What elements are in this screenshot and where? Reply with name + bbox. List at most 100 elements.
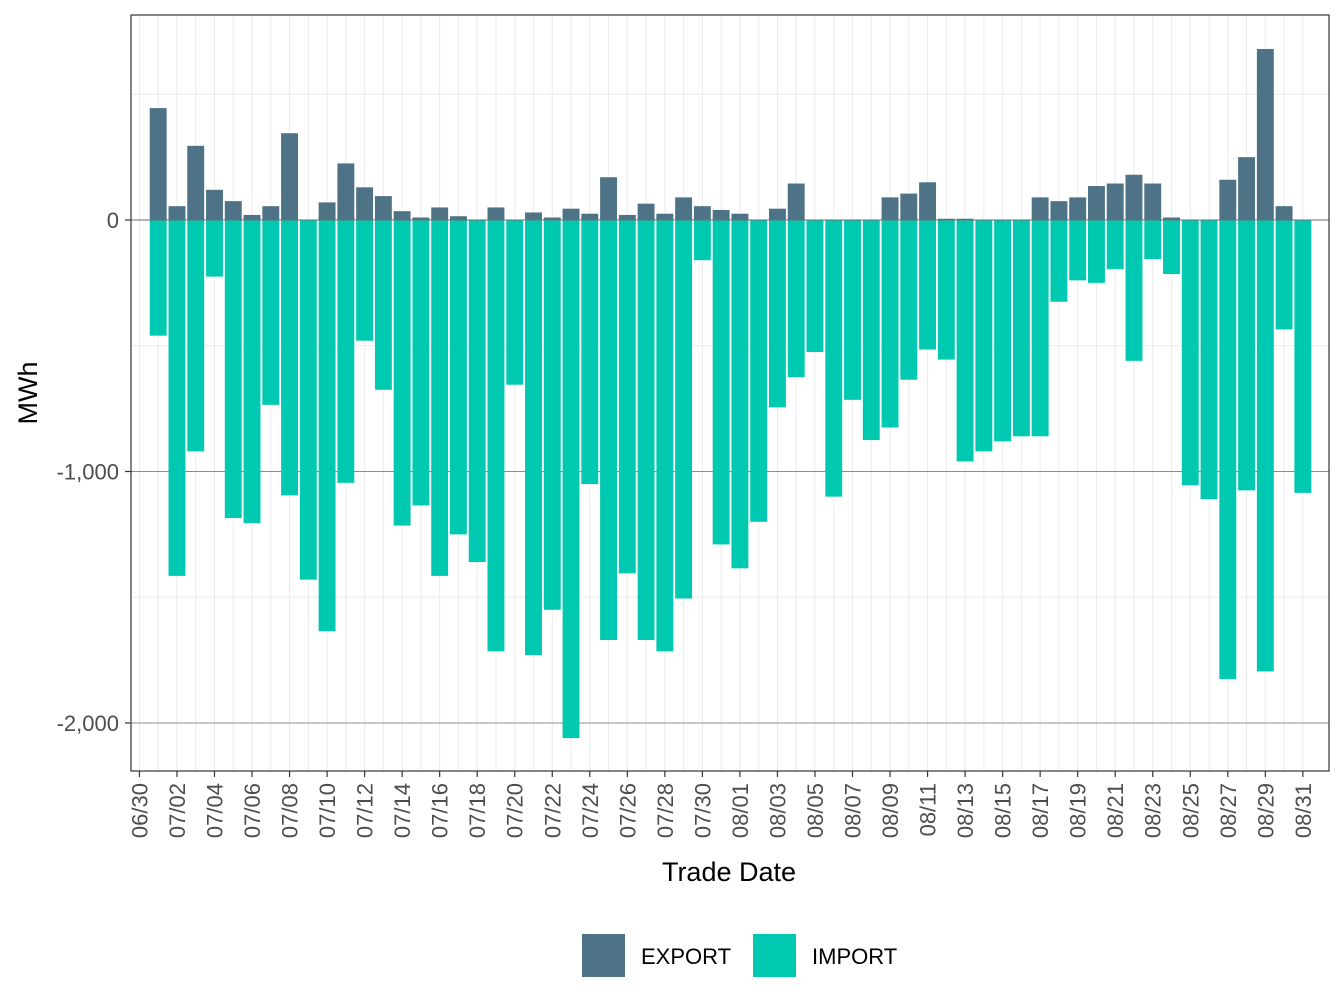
- bar-export-07-31: [712, 209, 730, 220]
- bar-export-08-24: [1163, 217, 1180, 220]
- bar-import-08-05: [806, 220, 824, 353]
- bar-import-08-21: [1106, 220, 1124, 270]
- bar-import-07-29: [675, 220, 693, 599]
- bar-import-07-13: [374, 220, 392, 390]
- bar-export-08-29: [1256, 48, 1274, 221]
- bar-import-08-24: [1163, 220, 1180, 275]
- x-tick-label: 07/14: [390, 783, 415, 838]
- bar-export-07-07: [262, 206, 280, 220]
- x-tick-label: 08/23: [1141, 783, 1166, 838]
- bar-import-08-06: [825, 220, 843, 497]
- x-tick-label: 08/03: [765, 783, 790, 838]
- bar-export-07-06: [243, 214, 261, 220]
- bar-import-08-04: [787, 220, 805, 378]
- bar-export-08-20: [1088, 186, 1105, 220]
- bar-export-08-22: [1125, 174, 1143, 220]
- y-tick-label: -1,000: [57, 460, 119, 485]
- bar-import-08-12: [937, 220, 955, 360]
- bar-import-07-17: [449, 220, 467, 535]
- bar-import-08-09: [881, 220, 899, 428]
- bar-import-08-31: [1294, 220, 1312, 493]
- bar-import-08-23: [1144, 220, 1162, 259]
- legend-label-export: EXPORT: [641, 944, 731, 969]
- bar-export-07-14: [393, 211, 411, 220]
- bar-export-07-26: [618, 214, 636, 220]
- x-tick-label: 08/25: [1178, 783, 1203, 838]
- bar-export-08-12: [937, 218, 955, 220]
- x-tick-label: 07/26: [615, 783, 640, 838]
- x-tick-label: 07/24: [578, 783, 603, 838]
- bar-import-07-27: [637, 220, 655, 640]
- bar-export-07-24: [581, 213, 599, 220]
- bar-export-08-23: [1144, 183, 1162, 220]
- bar-import-07-30: [693, 220, 711, 261]
- bar-export-08-04: [787, 183, 805, 220]
- bar-import-08-15: [994, 220, 1012, 442]
- bar-import-08-13: [956, 220, 974, 462]
- bar-import-07-10: [318, 220, 336, 632]
- bar-import-08-22: [1125, 220, 1143, 361]
- bar-import-08-19: [1069, 220, 1087, 281]
- bar-import-07-20: [506, 220, 524, 385]
- x-tick-label: 07/30: [690, 783, 715, 838]
- bar-import-08-28: [1238, 220, 1256, 491]
- bar-import-07-06: [243, 220, 261, 524]
- bar-import-08-14: [975, 220, 993, 452]
- bar-export-07-21: [525, 212, 542, 220]
- bar-export-08-17: [1031, 197, 1049, 220]
- bar-import-08-07: [844, 220, 861, 400]
- x-tick-label: 08/13: [953, 783, 978, 838]
- bar-export-08-01: [731, 213, 749, 220]
- bar-export-07-11: [337, 163, 355, 220]
- x-tick-label: 07/16: [428, 783, 453, 838]
- bar-import-08-03: [768, 220, 786, 408]
- bar-export-07-05: [224, 201, 242, 220]
- bar-import-07-07: [262, 220, 280, 405]
- legend-swatch-export: [582, 934, 625, 977]
- bar-import-08-02: [750, 220, 768, 522]
- bar-export-07-15: [412, 217, 430, 220]
- bar-export-07-25: [600, 177, 618, 220]
- x-tick-label: 07/06: [240, 783, 265, 838]
- x-tick-label: 08/19: [1066, 783, 1091, 838]
- x-tick-label: 07/28: [653, 783, 678, 838]
- bar-export-07-22: [543, 217, 561, 220]
- bar-import-07-12: [356, 220, 374, 341]
- bar-export-07-29: [675, 197, 693, 220]
- y-tick-label: -2,000: [57, 711, 119, 736]
- bar-import-08-20: [1088, 220, 1105, 283]
- x-tick-label: 08/29: [1253, 783, 1278, 838]
- bar-import-07-25: [600, 220, 618, 640]
- bar-export-08-09: [881, 197, 899, 220]
- bar-import-08-27: [1219, 220, 1237, 679]
- x-tick-label: 07/12: [353, 783, 378, 838]
- bar-export-07-01: [149, 108, 167, 220]
- bar-export-08-18: [1050, 201, 1068, 220]
- bar-export-08-30: [1275, 206, 1293, 220]
- bar-import-07-15: [412, 220, 430, 506]
- panel-border: [130, 14, 1330, 772]
- bar-export-08-21: [1106, 183, 1124, 220]
- bar-export-07-30: [693, 206, 711, 220]
- x-tick-label: 07/08: [278, 783, 303, 838]
- bar-export-07-03: [187, 145, 205, 220]
- bar-import-08-25: [1181, 220, 1199, 486]
- x-tick-label: 08/05: [803, 783, 828, 838]
- bar-import-08-29: [1256, 220, 1274, 672]
- x-tick-label: 08/21: [1103, 783, 1128, 838]
- bar-import-07-18: [468, 220, 486, 563]
- bar-import-07-16: [431, 220, 449, 576]
- bar-import-08-18: [1050, 220, 1068, 302]
- bar-export-07-12: [356, 187, 374, 220]
- x-tick-label: 08/07: [841, 783, 866, 838]
- bar-import-08-01: [731, 220, 749, 569]
- bar-import-07-09: [299, 220, 317, 580]
- y-axis-title: MWh: [13, 362, 43, 425]
- x-tick-label: 08/27: [1216, 783, 1241, 838]
- bar-import-08-10: [900, 220, 918, 380]
- bar-export-07-10: [318, 202, 336, 220]
- x-axis: 06/30 07/02 07/04 07/06 07/08 07/10 07/12 07/14…: [127, 771, 1316, 838]
- bar-import-07-26: [618, 220, 636, 574]
- bar-export-07-23: [562, 208, 580, 220]
- bar-export-07-27: [637, 203, 655, 220]
